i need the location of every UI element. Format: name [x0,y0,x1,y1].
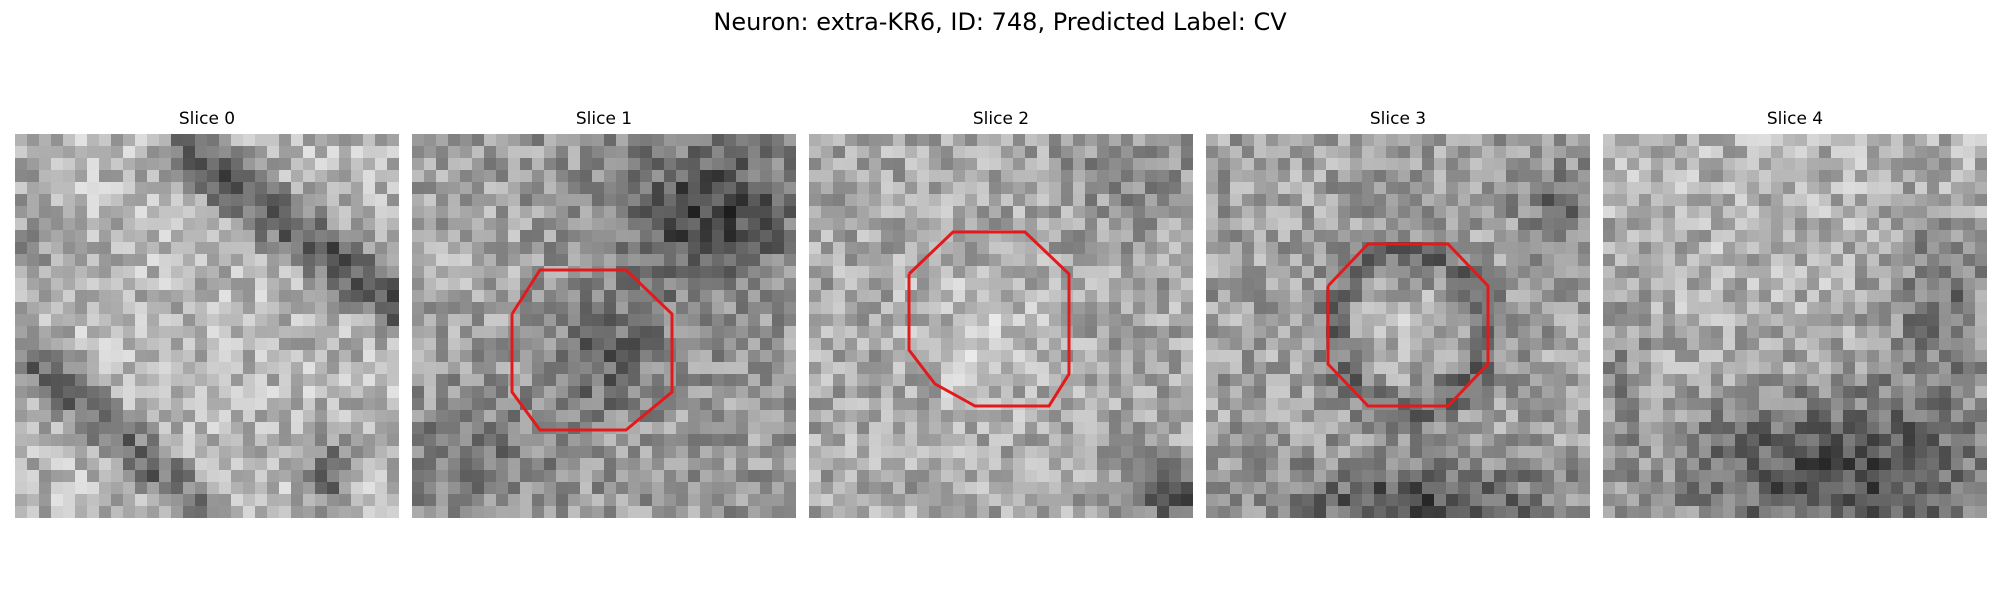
slice-panel-3: Slice 3 [1206,108,1590,518]
slice-title-3: Slice 3 [1369,109,1427,129]
slice-panel-2: Slice 2 [809,108,1193,518]
roi-outline-3 [1326,242,1490,408]
roi-outline-2 [907,230,1071,408]
slice-image-0 [15,134,399,518]
slice-title-1: Slice 1 [575,109,633,129]
slice-image-1 [412,134,796,518]
slice-panel-0: Slice 0 [15,108,399,518]
slice-title-2: Slice 2 [972,109,1030,129]
slice-title-0: Slice 0 [178,109,236,129]
slice-panel-1: Slice 1 [412,108,796,518]
slice-image-3 [1206,134,1590,518]
slice-panel-4: Slice 4 [1603,108,1987,518]
slice-title-4: Slice 4 [1766,109,1824,129]
slice-image-2 [809,134,1193,518]
figure-title: Neuron: extra-KR6, ID: 748, Predicted La… [713,8,1287,36]
roi-outline-1 [510,268,674,432]
slice-image-4 [1603,134,1987,518]
